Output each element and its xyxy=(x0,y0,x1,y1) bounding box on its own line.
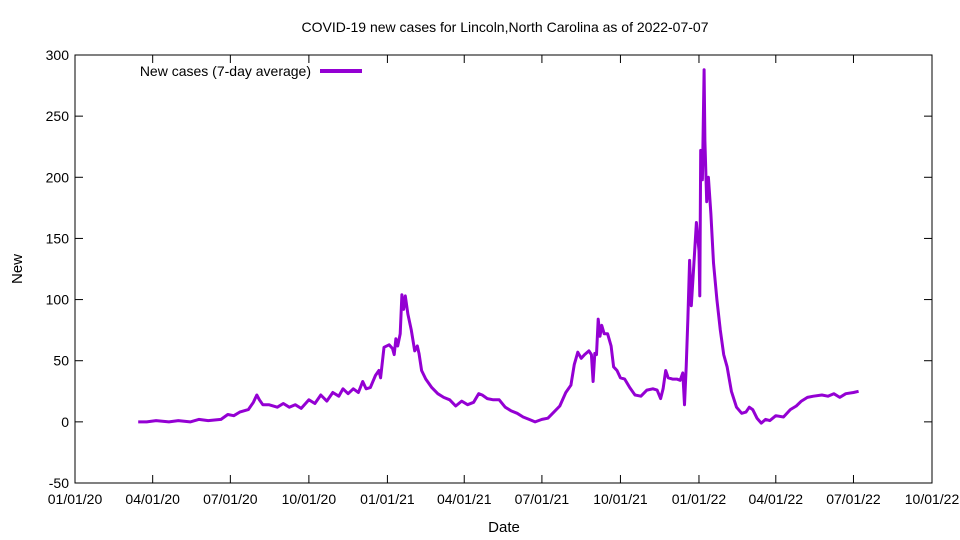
series-line xyxy=(138,68,859,425)
y-axis-label: New xyxy=(9,254,26,284)
chart-title: COVID-19 new cases for Lincoln,North Car… xyxy=(302,19,709,35)
x-tick-label: 01/01/22 xyxy=(672,491,727,507)
y-tick-label: 100 xyxy=(46,292,70,308)
x-tick-labels: 01/01/20 04/01/20 07/01/20 10/01/20 01/01/21… xyxy=(48,491,960,507)
plot-area-border xyxy=(74,54,933,484)
x-tick-label: 07/01/22 xyxy=(826,491,881,507)
x-tick-label: 10/01/22 xyxy=(905,491,960,507)
x-tick-label: 10/01/20 xyxy=(282,491,337,507)
x-tick-label: 01/01/20 xyxy=(48,491,103,507)
y-tick-label: 150 xyxy=(46,230,70,246)
y-tick-label: 200 xyxy=(46,169,70,185)
x-axis-label: Date xyxy=(488,519,520,536)
legend-label: New cases (7-day average) xyxy=(140,63,311,79)
x-tick-label: 01/01/21 xyxy=(360,491,415,507)
y-tick-label: 0 xyxy=(61,414,69,430)
y-tick-label: -50 xyxy=(49,475,69,491)
y-tick-label: 50 xyxy=(53,353,69,369)
x-tick-label: 07/01/21 xyxy=(515,491,570,507)
y-tick-label: 250 xyxy=(46,108,70,124)
y-tick-labels: -50 0 50 100 150 200 250 300 xyxy=(46,47,70,491)
x-tick-label: 04/01/22 xyxy=(749,491,804,507)
x-tick-label: 07/01/20 xyxy=(203,491,258,507)
x-tick-label: 10/01/21 xyxy=(593,491,648,507)
legend: New cases (7-day average) xyxy=(140,63,362,79)
x-tick-label: 04/01/20 xyxy=(125,491,180,507)
y-tick-label: 300 xyxy=(46,47,70,63)
series-layer xyxy=(138,68,859,425)
x-tick-label: 04/01/21 xyxy=(437,491,492,507)
